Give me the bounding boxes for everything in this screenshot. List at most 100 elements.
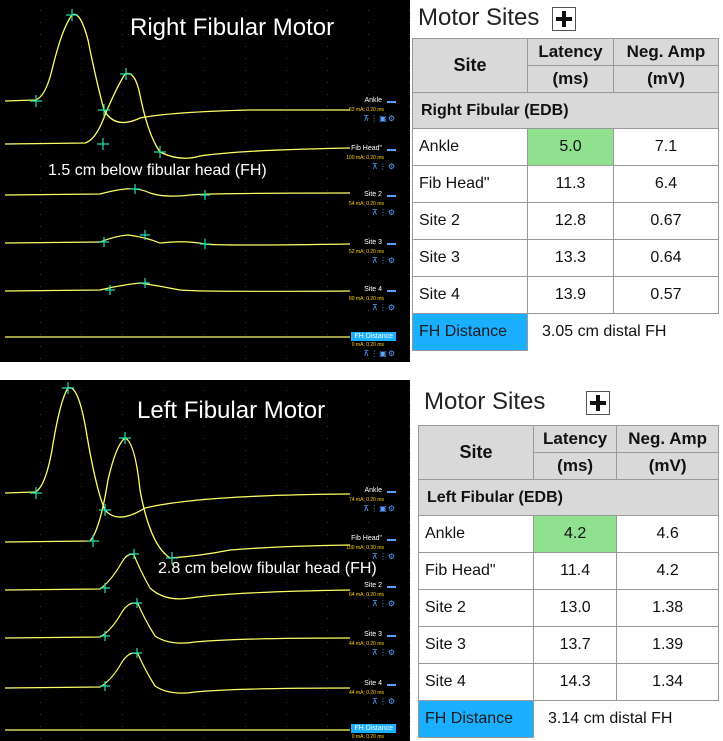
table-row[interactable]: Site 4 13.9 0.57	[412, 276, 720, 314]
trace-tools-icon[interactable]: ⊼⋮▣⚙	[363, 114, 396, 123]
table-row[interactable]: Ankle 4.2 4.6	[418, 515, 719, 553]
panel-header: Motor Sites	[410, 0, 723, 38]
latency-cell[interactable]: 12.8	[527, 202, 614, 240]
amp-cell[interactable]: 1.34	[616, 663, 719, 701]
amp-cell[interactable]: 1.38	[616, 589, 719, 627]
latency-cell[interactable]: 14.3	[532, 663, 618, 701]
trace-site-4	[4, 282, 351, 292]
trace-site-3	[4, 602, 351, 644]
trace-tools-icon[interactable]: ⊼⋮⚙	[371, 208, 396, 217]
table-row[interactable]: Site 4 14.3 1.34	[418, 663, 719, 701]
right-waveform-canvas	[4, 9, 410, 359]
col-header-site: Site	[412, 38, 528, 93]
panel-title: Motor Sites	[418, 4, 540, 31]
trace-label-ankle: Ankle	[364, 97, 382, 104]
trace-fib-head	[4, 437, 351, 559]
amp-cell[interactable]: 0.64	[612, 239, 720, 277]
collapse-dash-icon[interactable]	[387, 491, 396, 493]
trace-site-2	[4, 188, 351, 197]
amp-cell[interactable]: 0.57	[612, 276, 720, 314]
trace-tools-icon[interactable]: ⊼⋮⚙	[371, 303, 396, 312]
latency-cell[interactable]: 13.0	[532, 589, 618, 627]
site-name: Fib Head"	[412, 165, 528, 203]
collapse-dash-icon[interactable]	[387, 243, 396, 245]
collapse-dash-icon[interactable]	[387, 101, 396, 103]
trace-params-fh-distance: 0 mA; 0.20 ms	[351, 342, 384, 348]
trace-label-site-2: Site 2	[364, 582, 382, 589]
collapse-dash-icon[interactable]	[387, 684, 396, 686]
trace-tools-icon[interactable]: ⊼⋮⚙	[371, 599, 396, 608]
trace-site-2	[4, 553, 351, 600]
fh-distance-value[interactable]: 3.14 cm distal FH	[548, 710, 673, 728]
trace-fib-head	[4, 72, 351, 159]
amp-cell[interactable]: 4.6	[616, 515, 719, 553]
table-row[interactable]: Fib Head" 11.3 6.4	[412, 165, 720, 203]
right-motor-sites-panel: Motor Sites Site Latency Neg. Amp (ms) (…	[410, 0, 723, 362]
site-name: Site 4	[412, 276, 528, 314]
trace-tools-icon[interactable]: ⊼⋮⚙	[371, 256, 396, 265]
trace-params-ankle: 63 mA; 0.20 ms	[348, 107, 384, 113]
table-row[interactable]: Site 3 13.3 0.64	[412, 239, 720, 277]
amp-cell[interactable]: 6.4	[612, 165, 720, 203]
latency-cell[interactable]: 11.3	[527, 165, 614, 203]
fh-distance-tag[interactable]: FH Distance	[351, 724, 396, 733]
fh-distance-row[interactable]: FH Distance 3.05 cm distal FH	[412, 313, 719, 351]
table-row[interactable]: Site 3 13.7 1.39	[418, 626, 719, 664]
col-header-site: Site	[418, 425, 534, 480]
trace-ankle	[4, 387, 351, 518]
trace-params-ankle: 74 mA; 0.20 ms	[348, 497, 384, 503]
latency-cell[interactable]: 4.2	[532, 515, 618, 553]
amp-cell[interactable]: 0.67	[612, 202, 720, 240]
trace-params-site-3: 52 mA; 0.20 ms	[348, 249, 384, 255]
site-name: Site 2	[418, 589, 534, 627]
amp-cell[interactable]: 7.1	[612, 128, 720, 166]
trace-label-site-2: Site 2	[364, 191, 382, 198]
trace-tools-icon[interactable]: ⊼⋮▣⚙	[363, 349, 396, 358]
trace-site-3	[4, 234, 351, 246]
left-motor-sites-panel: Motor Sites Site Latency Neg. Amp (ms) (…	[410, 380, 723, 741]
trace-params-site-2: 54 mA; 0.20 ms	[348, 201, 384, 207]
trace-tools-icon[interactable]: ⊼⋮⚙	[371, 162, 396, 171]
site-name: Site 2	[412, 202, 528, 240]
trace-label-site-4: Site 4	[364, 286, 382, 293]
panel-title: Motor Sites	[424, 388, 546, 415]
amp-cell[interactable]: 1.39	[616, 626, 719, 664]
trace-params-fib-head: 100 mA; 0.30 ms	[346, 545, 384, 551]
latency-cell[interactable]: 13.3	[527, 239, 614, 277]
latency-cell[interactable]: 5.0	[527, 128, 614, 166]
table-row[interactable]: Site 2 13.0 1.38	[418, 589, 719, 627]
collapse-dash-icon[interactable]	[387, 586, 396, 588]
fh-distance-tag[interactable]: FH Distance	[351, 332, 396, 341]
left-waveform-canvas	[4, 382, 410, 739]
latency-cell[interactable]: 13.9	[527, 276, 614, 314]
col-unit-amp: (mV)	[612, 65, 720, 93]
trace-label-site-3: Site 3	[364, 239, 382, 246]
trace-tools-icon[interactable]: ⊼⋮⚙	[371, 552, 396, 561]
trace-tools-icon[interactable]: ⊼⋮⚙	[371, 648, 396, 657]
add-site-button[interactable]	[586, 391, 610, 415]
collapse-dash-icon[interactable]	[387, 149, 396, 151]
amp-cell[interactable]: 4.2	[616, 552, 719, 590]
trace-ankle	[4, 13, 350, 124]
fh-distance-value[interactable]: 3.05 cm distal FH	[542, 323, 667, 341]
trace-label-site-4: Site 4	[364, 680, 382, 687]
table-row[interactable]: Ankle 5.0 7.1	[412, 128, 720, 166]
scope-title: Right Fibular Motor	[130, 14, 335, 41]
latency-cell[interactable]: 13.7	[532, 626, 618, 664]
col-header-amp: Neg. Amp	[612, 38, 720, 66]
fh-distance-row[interactable]: FH Distance 3.14 cm distal FH	[418, 700, 719, 738]
scope-annotation: 1.5 cm below fibular head (FH)	[48, 162, 267, 179]
latency-cell[interactable]: 11.4	[532, 552, 618, 590]
site-name: Ankle	[418, 515, 534, 553]
table-row[interactable]: Fib Head" 11.4 4.2	[418, 552, 719, 590]
left-fibular-scope: Left Fibular Motor 2.8 cm below fibular …	[0, 380, 410, 741]
table-row[interactable]: Site 2 12.8 0.67	[412, 202, 720, 240]
collapse-dash-icon[interactable]	[387, 539, 396, 541]
collapse-dash-icon[interactable]	[387, 195, 396, 197]
collapse-dash-icon[interactable]	[387, 635, 396, 637]
add-site-button[interactable]	[552, 7, 576, 31]
trace-tools-icon[interactable]: ⊼⋮▣⚙	[363, 504, 396, 513]
scope-annotation: 2.8 cm below fibular head (FH)	[158, 560, 377, 577]
trace-tools-icon[interactable]: ⊼⋮⚙	[371, 697, 396, 706]
collapse-dash-icon[interactable]	[387, 290, 396, 292]
